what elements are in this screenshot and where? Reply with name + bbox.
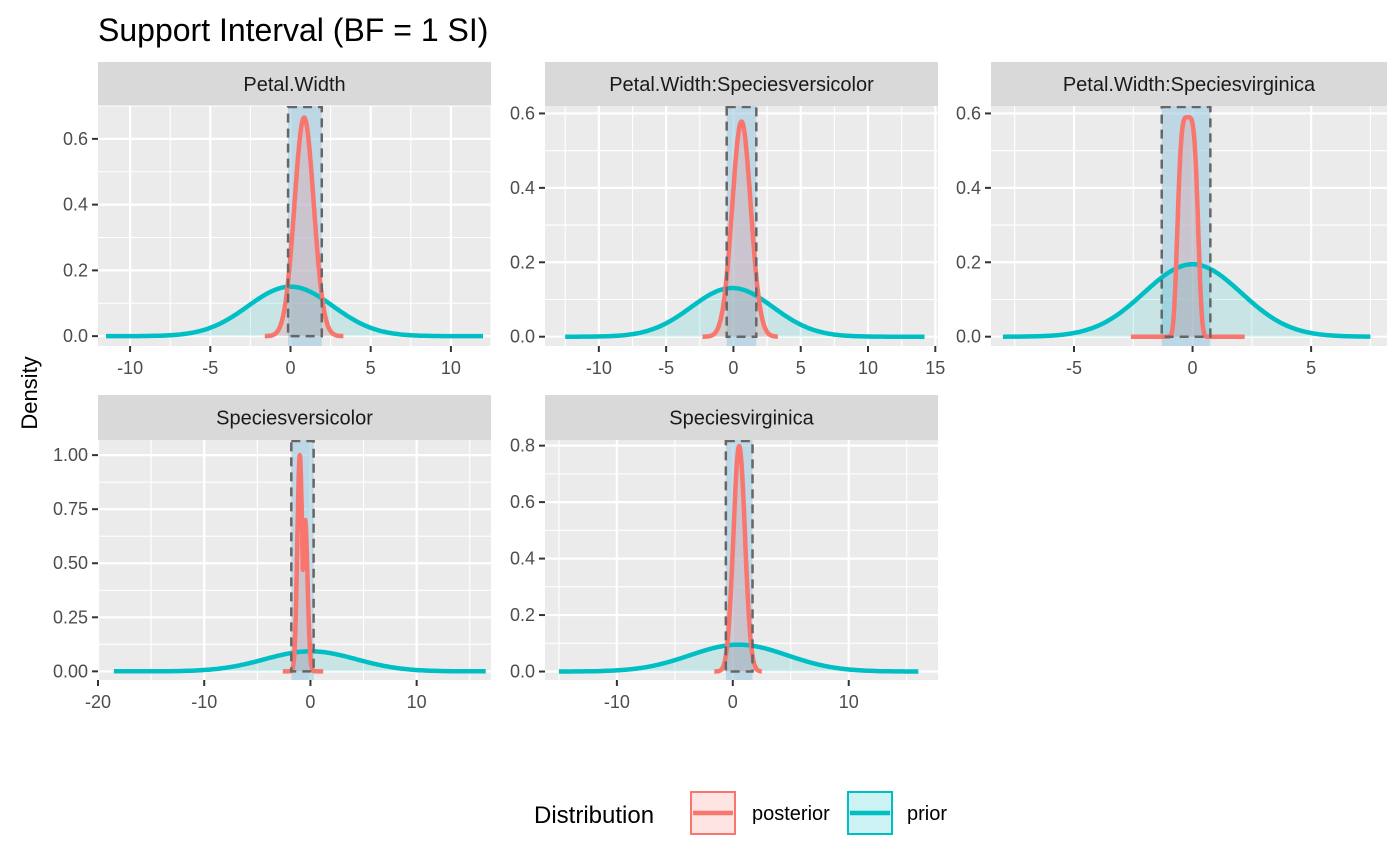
prior-area <box>565 288 925 337</box>
y-tick-label: 0.00 <box>53 661 88 681</box>
x-tick-label: -5 <box>1066 358 1082 378</box>
x-tick-label: -10 <box>586 358 612 378</box>
strip-background <box>98 62 491 106</box>
panel-petal-width: Petal.Width -10 -5 0 5 10 0.0 0.2 0.4 0.6 <box>63 62 492 378</box>
legend-title: Distribution <box>534 802 654 829</box>
y-tick-label: 0.4 <box>63 195 88 215</box>
legend-item-posterior: posterior <box>690 791 830 835</box>
x-tick-label: 0 <box>728 692 738 712</box>
prior-line <box>558 642 920 674</box>
posterior-line <box>700 119 780 339</box>
strip-label: Petal.Width:Speciesvirginica <box>1063 74 1316 96</box>
x-tick-label: -5 <box>202 358 218 378</box>
y-tick-label: 0.4 <box>510 549 535 569</box>
x-tick-label: 10 <box>858 358 878 378</box>
plot-area <box>564 106 926 346</box>
panel-petal-width-speciesversicolor: Petal.Width:Speciesversicolor -10 -5 0 5 10 15… <box>510 62 945 378</box>
strip-background <box>98 395 491 440</box>
prior-line <box>564 285 926 339</box>
prior-line <box>113 649 487 674</box>
plot-area <box>558 440 920 680</box>
x-tick-label: 5 <box>1306 358 1316 378</box>
posterior-line <box>280 452 326 674</box>
y-tick-label: 0.4 <box>956 178 981 198</box>
y-tick-label: 0.2 <box>956 252 981 272</box>
plot-area <box>105 106 484 346</box>
x-tick-label: -5 <box>658 358 674 378</box>
prior-line <box>1002 262 1372 339</box>
strip-background <box>545 395 938 440</box>
support-interval-border <box>286 106 324 338</box>
legend-label: posterior <box>752 803 830 825</box>
x-tick-label: 10 <box>407 692 427 712</box>
posterior-area <box>714 446 762 672</box>
legend-label: prior <box>907 803 947 825</box>
chart-title: Support Interval (BF = 1 SI) <box>98 12 488 48</box>
y-tick-label: 0.0 <box>510 327 535 347</box>
x-tick-label: 10 <box>441 358 461 378</box>
y-tick-label: 0.6 <box>63 129 88 149</box>
x-tick-label: 5 <box>796 358 806 378</box>
legend-item-prior: prior <box>847 791 947 835</box>
posterior-area <box>264 117 344 337</box>
panel-petal-width-speciesvirginica: Petal.Width:Speciesvirginica -5 0 5 0.0 0.2 0.… <box>956 62 1387 378</box>
support-interval-border <box>725 106 758 338</box>
y-tick-label: 0.8 <box>510 436 535 456</box>
y-tick-label: 0.0 <box>63 326 88 346</box>
strip-label: Petal.Width <box>243 74 345 96</box>
y-tick-label: 0.6 <box>510 492 535 512</box>
prior-area <box>113 651 486 672</box>
y-tick-label: 0.6 <box>956 103 981 123</box>
plot-area <box>1002 106 1372 346</box>
posterior-area <box>702 121 778 337</box>
x-tick-label: -10 <box>604 692 630 712</box>
plot-area <box>113 440 487 680</box>
y-tick-label: 0.75 <box>53 499 88 519</box>
y-axis-title: Density <box>17 356 42 429</box>
y-tick-label: 0.50 <box>53 553 88 573</box>
y-tick-label: 0.25 <box>53 607 88 627</box>
posterior-line <box>1129 114 1247 339</box>
strip-background <box>545 62 938 106</box>
x-tick-label: 0 <box>305 692 315 712</box>
x-tick-label: 5 <box>366 358 376 378</box>
prior-line <box>105 284 484 339</box>
x-tick-label: -10 <box>191 692 217 712</box>
y-tick-label: 0.0 <box>510 662 535 682</box>
x-tick-label: 0 <box>285 358 295 378</box>
strip-background <box>991 62 1387 106</box>
x-tick-label: 10 <box>839 692 859 712</box>
prior-area <box>106 286 483 337</box>
legend-keys: posterior prior <box>690 791 947 835</box>
y-tick-label: 1.00 <box>53 445 88 465</box>
strip-label: Speciesversicolor <box>216 408 373 430</box>
y-tick-label: 0.6 <box>510 103 535 123</box>
x-tick-label: -10 <box>117 358 143 378</box>
posterior-area <box>282 455 324 672</box>
x-tick-label: 0 <box>1188 358 1198 378</box>
facet-panels: Petal.Width-10 -5 0 5 100.00.20.40.6Petal.Wi… <box>53 62 1387 712</box>
support-interval-border <box>724 440 754 673</box>
panel-speciesversicolor: Speciesversicolor -20 -10 0 10 0.00 0.25 0.50 0.… <box>53 395 491 712</box>
posterior-line <box>712 443 764 674</box>
support-interval-border <box>1160 106 1212 338</box>
y-tick-label: 0.2 <box>510 252 535 272</box>
x-tick-label: -20 <box>85 692 111 712</box>
panel-speciesvirginica: Speciesvirginica -10 0 10 0.0 0.2 0.4 0.6 0.8 <box>510 395 938 712</box>
prior-area <box>1002 264 1371 337</box>
legend: Distribution posterior prior <box>534 791 947 835</box>
y-tick-label: 0.4 <box>510 178 535 198</box>
posterior-line <box>262 115 346 339</box>
y-tick-label: 0.2 <box>510 605 535 625</box>
x-tick-label: 0 <box>728 358 738 378</box>
support-interval-border <box>290 440 315 673</box>
prior-area <box>558 644 919 672</box>
x-tick-label: 15 <box>925 358 945 378</box>
y-tick-label: 0.2 <box>63 260 88 280</box>
posterior-area <box>1130 117 1245 337</box>
strip-label: Speciesvirginica <box>669 408 814 430</box>
strip-label: Petal.Width:Speciesversicolor <box>609 74 874 96</box>
y-tick-label: 0.0 <box>956 327 981 347</box>
